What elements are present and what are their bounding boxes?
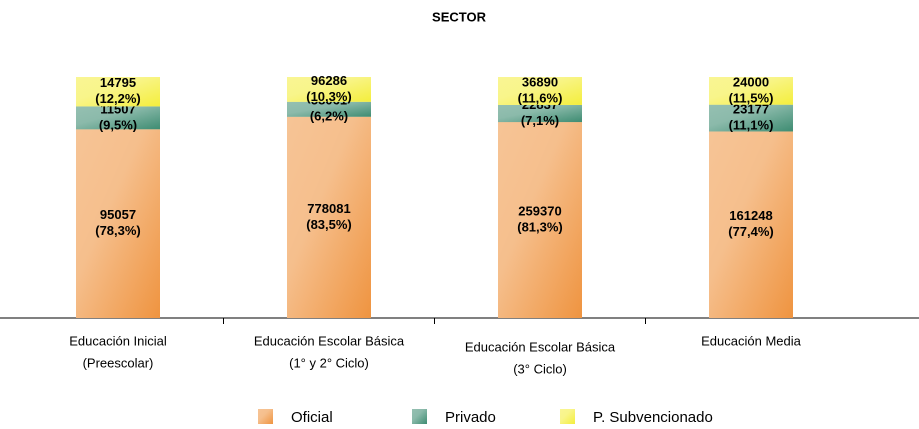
bar-shade — [76, 129, 160, 318]
data-label: (78,3%) — [95, 223, 141, 238]
data-label: (11,6%) — [518, 90, 563, 105]
bar-shade — [287, 77, 371, 102]
x-tick-label: Educación Inicial — [69, 333, 167, 348]
data-label: (6,2%) — [310, 109, 348, 124]
data-label: 259370 — [518, 203, 561, 218]
data-label: (9,5%) — [99, 117, 137, 132]
x-tick-label: Educación Escolar Básica — [465, 339, 616, 354]
data-label: 36890 — [522, 74, 558, 89]
data-label: (12,2%) — [95, 91, 141, 106]
bar-shade — [287, 101, 371, 117]
bar-shade — [76, 77, 160, 107]
data-label: 23177 — [733, 102, 769, 117]
data-label: (11,1%) — [729, 118, 774, 133]
data-label: (81,3%) — [517, 219, 563, 234]
chart-title: SECTOR — [432, 9, 487, 24]
bar-shade — [287, 116, 371, 318]
x-tick-label: (3° Ciclo) — [513, 361, 567, 376]
legend-label: P. Subvencionado — [593, 409, 713, 426]
data-label: 161248 — [729, 208, 772, 223]
legend-shade — [412, 409, 427, 424]
data-label: 14795 — [100, 75, 136, 90]
bar-shade — [709, 131, 793, 318]
x-tick-label: Educación Escolar Básica — [254, 333, 405, 348]
bar-shade — [498, 77, 582, 105]
data-label: 95057 — [100, 207, 136, 222]
bar-shade — [498, 104, 582, 123]
legend-shade — [560, 409, 575, 424]
data-label: (7,1%) — [521, 113, 559, 128]
bar-shade — [76, 106, 160, 130]
data-label: (10,3%) — [306, 89, 352, 104]
data-label: 778081 — [307, 201, 350, 216]
legend-label: Privado — [445, 409, 496, 426]
data-label: 24000 — [733, 74, 769, 89]
x-tick-label: Educación Media — [701, 333, 801, 348]
data-label: (11,5%) — [729, 90, 774, 105]
x-tick-label: (Preescolar) — [83, 355, 154, 370]
data-label: 96286 — [311, 73, 347, 88]
bar-shade — [498, 122, 582, 318]
legend-label: Oficial — [291, 409, 333, 426]
data-label: (83,5%) — [306, 217, 352, 232]
bar-shade — [709, 104, 793, 132]
legend-shade — [258, 409, 273, 424]
data-label: (77,4%) — [728, 224, 774, 239]
x-tick-label: (1° y 2° Ciclo) — [289, 355, 369, 370]
bar-shade — [709, 77, 793, 105]
